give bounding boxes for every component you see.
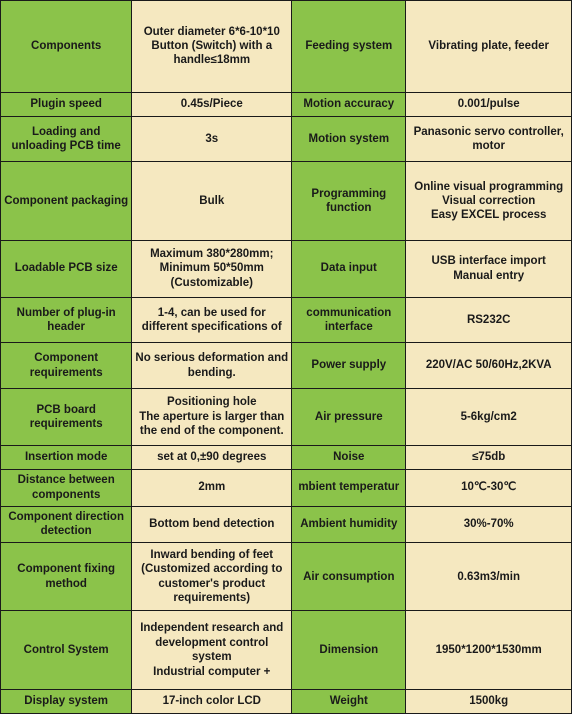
table-row: Control SystemIndependent research and d… <box>1 611 572 689</box>
spec-value: 1500kg <box>406 689 572 713</box>
spec-table: ComponentsOuter diameter 6*6-10*10 Butto… <box>0 0 572 714</box>
spec-label: PCB board requirements <box>1 389 132 446</box>
spec-label: Loading and unloading PCB time <box>1 116 132 162</box>
spec-label: Programming function <box>292 162 406 240</box>
spec-value: Maximum 380*280mm; Minimum 50*50mm (Cust… <box>132 240 292 297</box>
spec-value: 0.45s/Piece <box>132 92 292 116</box>
table-row: Number of plug-in header1-4, can be used… <box>1 297 572 343</box>
spec-label: mbient temperatur <box>292 469 406 506</box>
table-row: Loadable PCB sizeMaximum 380*280mm; Mini… <box>1 240 572 297</box>
table-row: Component packagingBulkProgramming funct… <box>1 162 572 240</box>
spec-label: Data input <box>292 240 406 297</box>
spec-label: Number of plug-in header <box>1 297 132 343</box>
spec-label: Component direction detection <box>1 506 132 543</box>
spec-value: 10℃-30℃ <box>406 469 572 506</box>
spec-value: No serious deformation and bending. <box>132 343 292 389</box>
spec-value: 0.63m3/min <box>406 543 572 611</box>
spec-value: 0.001/pulse <box>406 92 572 116</box>
spec-label: Distance between components <box>1 469 132 506</box>
spec-label: Air consumption <box>292 543 406 611</box>
spec-label: Air pressure <box>292 389 406 446</box>
table-row: Display system17-inch color LCDWeight150… <box>1 689 572 713</box>
spec-value: 220V/AC 50/60Hz,2KVA <box>406 343 572 389</box>
spec-label: Motion system <box>292 116 406 162</box>
spec-label: Ambient humidity <box>292 506 406 543</box>
table-row: Component fixing methodInward bending of… <box>1 543 572 611</box>
spec-value: 17-inch color LCD <box>132 689 292 713</box>
spec-value: 30%-70% <box>406 506 572 543</box>
spec-label: Weight <box>292 689 406 713</box>
spec-label: Component packaging <box>1 162 132 240</box>
spec-label: Control System <box>1 611 132 689</box>
spec-value: 1950*1200*1530mm <box>406 611 572 689</box>
spec-label: Plugin speed <box>1 92 132 116</box>
spec-label: Motion accuracy <box>292 92 406 116</box>
spec-label: Components <box>1 1 132 93</box>
spec-label: Feeding system <box>292 1 406 93</box>
spec-label: communication interface <box>292 297 406 343</box>
table-row: Distance between components2mmmbient tem… <box>1 469 572 506</box>
spec-value: ≤75db <box>406 445 572 469</box>
spec-value: Panasonic servo controller, motor <box>406 116 572 162</box>
spec-label: Display system <box>1 689 132 713</box>
spec-value: USB interface importManual entry <box>406 240 572 297</box>
spec-label: Loadable PCB size <box>1 240 132 297</box>
spec-label: Dimension <box>292 611 406 689</box>
spec-value: Bottom bend detection <box>132 506 292 543</box>
spec-value: Inward bending of feet (Customized accor… <box>132 543 292 611</box>
spec-value: Outer diameter 6*6-10*10 Button (Switch)… <box>132 1 292 93</box>
spec-value: 2mm <box>132 469 292 506</box>
table-row: Component direction detectionBottom bend… <box>1 506 572 543</box>
spec-label: Component requirements <box>1 343 132 389</box>
spec-value: Positioning holeThe aperture is larger t… <box>132 389 292 446</box>
spec-value: Online visual programmingVisual correcti… <box>406 162 572 240</box>
spec-value: 1-4, can be used for different specifica… <box>132 297 292 343</box>
spec-value: 5-6kg/cm2 <box>406 389 572 446</box>
spec-value: set at 0,±90 degrees <box>132 445 292 469</box>
spec-value: RS232C <box>406 297 572 343</box>
spec-label: Power supply <box>292 343 406 389</box>
table-row: Component requirementsNo serious deforma… <box>1 343 572 389</box>
spec-value: Independent research and development con… <box>132 611 292 689</box>
table-row: Loading and unloading PCB time3sMotion s… <box>1 116 572 162</box>
spec-value: Bulk <box>132 162 292 240</box>
spec-label: Insertion mode <box>1 445 132 469</box>
spec-label: Noise <box>292 445 406 469</box>
spec-label: Component fixing method <box>1 543 132 611</box>
spec-value: Vibrating plate, feeder <box>406 1 572 93</box>
table-row: Plugin speed0.45s/PieceMotion accuracy0.… <box>1 92 572 116</box>
table-row: ComponentsOuter diameter 6*6-10*10 Butto… <box>1 1 572 93</box>
table-row: Insertion modeset at 0,±90 degreesNoise≤… <box>1 445 572 469</box>
spec-value: 3s <box>132 116 292 162</box>
table-row: PCB board requirementsPositioning holeTh… <box>1 389 572 446</box>
